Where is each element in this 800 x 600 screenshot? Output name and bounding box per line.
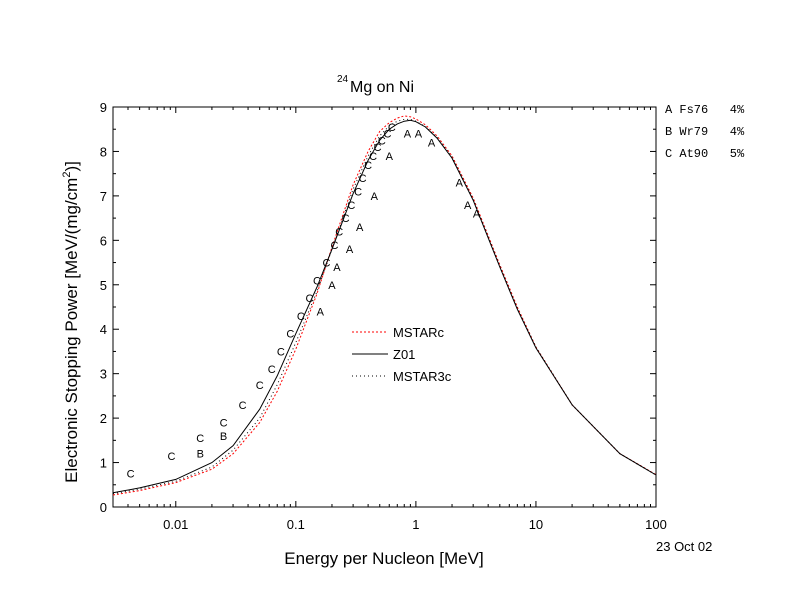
data-point-a: A: [456, 178, 464, 190]
dataset-legend-entry: B Wr79 4%: [665, 125, 745, 139]
dataset-legend-entry: A Fs76 4%: [665, 103, 745, 117]
data-point-a: A: [386, 151, 394, 163]
data-point-c: C: [277, 346, 285, 358]
data-point-a: A: [356, 222, 364, 234]
data-point-a: A: [415, 129, 423, 141]
x-tick-label: 100: [645, 517, 667, 532]
y-axis-label-sup: 2: [61, 172, 73, 178]
x-axis-label: Energy per Nucleon [MeV]: [284, 549, 483, 568]
y-tick-label: 7: [100, 189, 107, 204]
y-tick-label: 3: [100, 367, 107, 382]
data-point-a: A: [464, 200, 472, 212]
data-point-a: A: [428, 138, 436, 150]
data-point-a: A: [404, 129, 412, 141]
data-point-c: C: [256, 380, 264, 392]
data-point-c: C: [220, 418, 228, 430]
data-point-c: C: [335, 226, 343, 238]
data-point-a: A: [371, 191, 379, 203]
y-tick-label: 5: [100, 278, 107, 293]
x-tick-label: 1: [412, 517, 419, 532]
line-legend: MSTARc Z01 MSTAR3c: [352, 325, 452, 384]
dataset-legend: A Fs76 4% B Wr79 4% C At90 5%: [665, 103, 745, 161]
data-point-c: C: [323, 258, 331, 270]
y-tick-label: 8: [100, 144, 107, 159]
data-point-c: C: [374, 142, 382, 154]
data-point-a: A: [328, 280, 336, 292]
y-tick-label: 9: [100, 100, 107, 115]
x-tick-label: 0.01: [163, 517, 188, 532]
data-point-c: C: [306, 293, 314, 305]
data-point-b: B: [197, 449, 204, 461]
x-tick-label: 10: [529, 517, 543, 532]
plot-frame: [112, 106, 657, 508]
y-tick-label: 2: [100, 411, 107, 426]
chart-title: Mg on Ni: [350, 79, 414, 96]
series-line-mstar3c: [112, 118, 657, 495]
data-point-a: A: [317, 306, 325, 318]
y-tick-label: 1: [100, 456, 107, 471]
data-point-c: C: [167, 451, 175, 463]
data-point-c: C: [127, 469, 135, 481]
data-point-c: C: [342, 213, 350, 225]
data-point-c: C: [331, 240, 339, 252]
y-tick-label: 4: [100, 322, 107, 337]
axis-ticks: 0 1 2 3 4 5 6 7 8 9 0.01 0.1 1 10 100: [100, 100, 667, 532]
data-point-a: A: [346, 244, 354, 256]
y-axis-label-main: Electronic Stopping Power [MeV/(mg/cm: [62, 178, 81, 483]
legend-label-z01: Z01: [393, 347, 415, 362]
legend-label-mstarc: MSTARc: [393, 325, 445, 340]
chart-title-superscript: 24: [337, 74, 349, 85]
data-point-c: C: [378, 135, 386, 147]
data-point-c: C: [364, 160, 372, 172]
series-line-mstarc: [112, 115, 657, 496]
data-point-c: C: [369, 151, 377, 163]
x-tick-label: 0.1: [287, 517, 305, 532]
data-point-c: C: [347, 200, 355, 212]
data-point-c: C: [196, 433, 204, 445]
legend-label-mstar3c: MSTAR3c: [393, 369, 452, 384]
data-point-a: A: [473, 209, 481, 221]
data-point-c: C: [354, 186, 362, 198]
date-stamp: 23 Oct 02: [656, 539, 712, 554]
y-axis-label-end: )]: [62, 161, 81, 171]
data-point-b: B: [220, 431, 227, 443]
y-tick-label: 0: [100, 500, 107, 515]
y-axis-label: Electronic Stopping Power [MeV/(mg/cm2)]: [61, 161, 81, 483]
series-layer: [112, 115, 657, 496]
data-point-c: C: [268, 364, 276, 376]
data-point-a: A: [333, 262, 341, 274]
data-point-c: C: [286, 329, 294, 341]
data-point-c: C: [239, 400, 247, 412]
data-point-c: C: [384, 129, 392, 141]
dataset-legend-entry: C At90 5%: [665, 147, 745, 161]
y-tick-label: 6: [100, 233, 107, 248]
data-point-c: C: [388, 122, 396, 134]
series-line-z01: [112, 119, 657, 494]
data-point-c: C: [297, 311, 305, 323]
data-point-c: C: [359, 173, 367, 185]
data-point-c: C: [313, 275, 321, 287]
